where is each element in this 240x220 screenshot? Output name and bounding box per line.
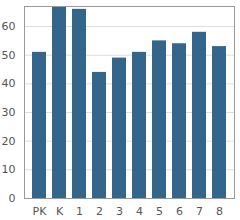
svg-text:3: 3 <box>116 205 123 218</box>
svg-text:10: 10 <box>2 163 16 176</box>
svg-text:PK: PK <box>33 205 48 218</box>
svg-text:2: 2 <box>96 205 103 218</box>
svg-text:4: 4 <box>136 205 143 218</box>
svg-text:60: 60 <box>2 20 16 33</box>
svg-text:1: 1 <box>76 205 83 218</box>
svg-text:50: 50 <box>2 49 16 62</box>
svg-text:40: 40 <box>2 77 16 90</box>
svg-text:20: 20 <box>2 135 16 148</box>
svg-text:0: 0 <box>9 192 16 205</box>
svg-text:7: 7 <box>196 205 203 218</box>
svg-text:6: 6 <box>176 205 183 218</box>
svg-text:5: 5 <box>156 205 163 218</box>
svg-text:K: K <box>56 205 64 218</box>
svg-text:8: 8 <box>216 205 223 218</box>
svg-text:30: 30 <box>2 106 16 119</box>
